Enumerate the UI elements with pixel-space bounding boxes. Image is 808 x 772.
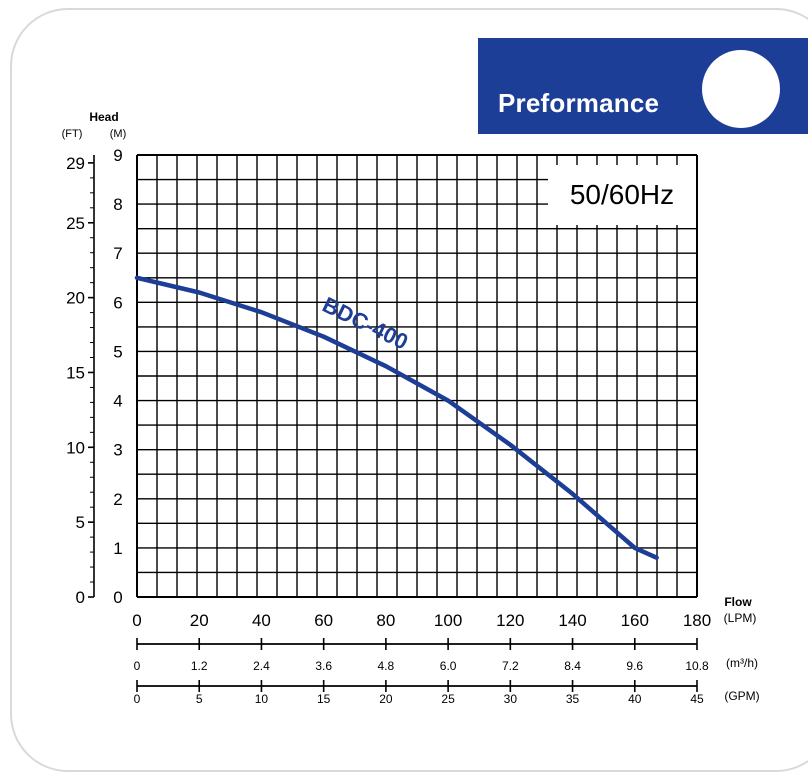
ft-tick-label: 20 — [66, 289, 85, 308]
m3h-tick-label: 2.4 — [253, 659, 270, 673]
m3h-tick-label: 1.2 — [191, 659, 208, 673]
gpm-tick-label: 0 — [134, 692, 141, 706]
ft-tick-label: 5 — [76, 513, 85, 532]
lpm-tick-label: 0 — [132, 611, 141, 630]
performance-banner: Preformance — [478, 38, 808, 134]
m3h-tick-label: 10.8 — [685, 659, 709, 673]
y-axis-unit-m: (M) — [110, 128, 127, 140]
ft-tick-label: 0 — [76, 588, 85, 607]
lpm-tick-label: 60 — [314, 611, 333, 630]
lpm-tick-label: 80 — [376, 611, 395, 630]
gpm-tick-label: 40 — [628, 692, 642, 706]
ft-tick-label: 25 — [66, 214, 85, 233]
m-tick-label: 2 — [113, 490, 122, 509]
x-axis-unit-m3h: (m³/h) — [726, 656, 758, 670]
m3h-tick-label: 8.4 — [564, 659, 581, 673]
gpm-tick-label: 45 — [690, 692, 704, 706]
x-axis-title: Flow — [724, 595, 752, 609]
m-tick-label: 3 — [113, 441, 122, 460]
m-tick-label: 9 — [113, 146, 122, 165]
m3h-tick-label: 3.6 — [315, 659, 332, 673]
gpm-tick-label: 5 — [196, 692, 203, 706]
m-tick-label: 4 — [113, 392, 122, 411]
y-axis-title: Head — [89, 110, 118, 124]
m-tick-label: 0 — [113, 588, 122, 607]
frequency-box — [548, 165, 696, 225]
y-axes: Head (FT) (M) 0 5 10 15 20 25 29 0 1 2 3 4 5 6 7 8 9 — [62, 110, 127, 607]
lpm-tick-label: 40 — [252, 611, 271, 630]
m3h-tick-label: 7.2 — [502, 659, 519, 673]
ft-tick-label: 29 — [66, 154, 85, 173]
frequency-label: 50/60Hz — [570, 179, 674, 210]
lpm-tick-label: 120 — [496, 611, 524, 630]
x-axis-unit-gpm: (GPM) — [724, 689, 759, 703]
m3h-tick-label: 9.6 — [626, 659, 643, 673]
circle-icon — [702, 50, 780, 128]
y-axis-unit-ft: (FT) — [62, 128, 83, 140]
gpm-tick-label: 25 — [441, 692, 455, 706]
m-tick-label: 6 — [113, 293, 122, 312]
gpm-tick-label: 20 — [379, 692, 393, 706]
banner-title: Preformance — [498, 88, 660, 118]
lpm-tick-label: 180 — [683, 611, 711, 630]
series-line-bdc-400 — [134, 275, 659, 560]
m-tick-label: 7 — [113, 244, 122, 263]
lpm-tick-label: 140 — [558, 611, 586, 630]
gpm-tick-label: 30 — [504, 692, 518, 706]
series-label: BDC-400 — [319, 292, 412, 355]
gpm-tick-label: 35 — [566, 692, 580, 706]
gpm-tick-label: 15 — [317, 692, 331, 706]
m-tick-label: 1 — [113, 539, 122, 558]
x-axis-unit-lpm: (LPM) — [724, 611, 757, 625]
m3h-tick-label: 6.0 — [440, 659, 457, 673]
m-tick-label: 5 — [113, 342, 122, 361]
ft-tick-label: 10 — [66, 438, 85, 457]
lpm-tick-label: 20 — [190, 611, 209, 630]
m3h-tick-label: 0 — [134, 659, 141, 673]
m-tick-label: 8 — [113, 195, 122, 214]
ft-tick-label: 15 — [66, 363, 85, 382]
m3h-tick-label: 4.8 — [378, 659, 395, 673]
chart-grid — [136, 154, 698, 598]
lpm-tick-label: 100 — [434, 611, 462, 630]
lpm-tick-label: 160 — [621, 611, 649, 630]
gpm-tick-label: 10 — [255, 692, 269, 706]
